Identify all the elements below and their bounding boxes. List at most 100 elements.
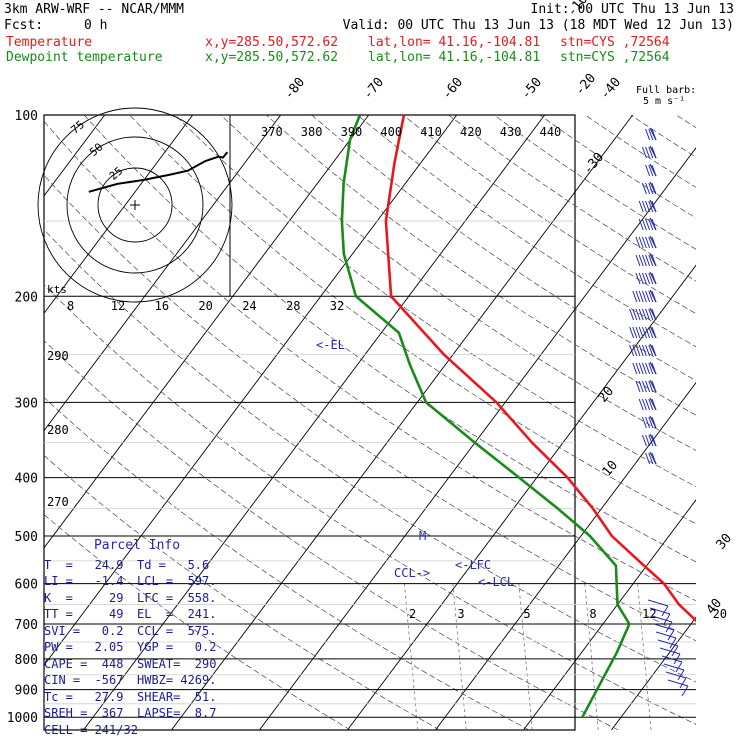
lfc-marker: <-LFC: [455, 558, 491, 572]
wind-barb-flag: [648, 416, 654, 429]
isotherm: [83, 115, 546, 730]
isotherm: [44, 115, 370, 549]
theta-label: 380: [301, 125, 323, 139]
wind-barb-flag: [645, 452, 651, 465]
wind-barb-flag: [632, 344, 638, 357]
wind-barb-flag: [635, 362, 641, 375]
wind-barb-flag: [641, 200, 647, 213]
wind-barb-flag: [651, 272, 657, 285]
hodograph-ring: [97, 167, 173, 243]
wind-barb-low: [657, 639, 679, 647]
wind-barb-low: [661, 655, 683, 663]
pressure-tick-label: 300: [15, 396, 38, 411]
wind-barb-flag: [638, 290, 644, 303]
wind-barb-flag: [641, 434, 647, 447]
hodograph-trace: [88, 151, 229, 193]
wind-barb-flag: [648, 182, 654, 195]
hodograph-speed-label: 24: [242, 299, 256, 313]
hodograph-units: kts: [47, 283, 67, 296]
wind-barb-flag: [651, 416, 657, 429]
mixing-ratio-line: [404, 583, 419, 730]
wind-barb-low: [653, 623, 675, 631]
wind-barb-flag: [641, 326, 647, 339]
model-title: 3km ARW-WRF -- NCAR/MMM: [4, 2, 185, 17]
hodograph-center: [130, 200, 140, 210]
parcel-value-right: [138, 722, 230, 739]
valid-time: Valid: 00 UTC Thu 13 Jun 13 (18 MDT Wed …: [342, 18, 734, 33]
parcel-value-left: TT = 49: [44, 607, 124, 621]
pressure-tick-label: 700: [15, 618, 38, 633]
dry-adiabats: [44, 115, 740, 730]
temp-station: stn=CYS ,72564: [560, 35, 670, 50]
isotherm: [171, 115, 634, 730]
dry-adiabat: [44, 454, 441, 730]
mixing-ratio-line: [637, 583, 652, 730]
wind-barb-flag: [645, 164, 651, 177]
parcel-value-left: K = 29: [44, 590, 124, 605]
mixing-ratio-lines: [404, 583, 652, 730]
wind-barb-flag: [629, 326, 635, 339]
theta-label: 440: [540, 125, 562, 139]
fcst-value: 0 h: [84, 18, 108, 33]
wind-barb-flag: [648, 254, 654, 267]
parcel-row: T = 24.9 Td = 5.6: [44, 557, 230, 574]
parcel-row: CELL = 241/32: [44, 722, 230, 739]
isotherm: [699, 115, 740, 730]
wind-barb-flag: [645, 380, 651, 393]
pressure-tick-label: 200: [15, 290, 38, 305]
barb-legend-title: Full barb:: [636, 85, 696, 96]
wind-barb-flag: [645, 146, 651, 159]
wind-barb-flag: [629, 308, 635, 321]
wind-barb-flag: [648, 362, 654, 375]
mixing-ratio-line: [584, 583, 599, 730]
wind-barb-low-flag: [677, 669, 685, 681]
wind-barb-flag: [629, 344, 635, 357]
dew-xy: x,y=285.50,572.62: [205, 50, 339, 65]
parcel-value-right: Td = 5.6: [137, 557, 210, 572]
wind-barb-low: [667, 679, 689, 687]
dry-adiabat: [722, 115, 740, 730]
wind-barb-flag: [638, 344, 644, 357]
wind-barb-flag: [641, 362, 647, 375]
temp-xy: x,y=285.50,572.62: [205, 35, 339, 50]
wind-barb-flag: [648, 326, 654, 339]
temperature-tick-label: -70: [361, 75, 388, 103]
wind-barb-flag: [635, 254, 641, 267]
parcel-value-right: CCL = 575.: [137, 623, 217, 638]
theta-label: 390: [341, 125, 363, 139]
parcel-value-right: SWEAT= 290: [137, 656, 217, 671]
wind-barb-flag: [641, 272, 647, 285]
hodograph-ring-label: 75: [68, 118, 87, 136]
wind-barb-flag: [651, 236, 657, 249]
isobars: [44, 114, 696, 718]
wind-barb-flag: [651, 308, 657, 321]
wind-barb-flag: [648, 308, 654, 321]
wind-barb-flag: [651, 254, 657, 267]
pressure-tick-label: 800: [15, 653, 38, 668]
wind-barb-flag: [645, 254, 651, 267]
dry-adiabat: [357, 115, 696, 348]
parcel-value-left: SVI = 0.2: [44, 623, 124, 638]
wind-barb-low: [651, 615, 673, 623]
melting-marker: M: [419, 529, 426, 543]
profile-temperature: [384, 115, 696, 623]
wind-barb-flag: [645, 434, 651, 447]
wind-barb-low-flag: [671, 645, 679, 657]
wind-barb-flag: [651, 326, 657, 339]
dry-adiabat: [448, 115, 696, 282]
wind-barb-flag: [635, 344, 641, 357]
isotherm: [611, 616, 696, 730]
wind-barb-flag: [651, 164, 657, 177]
wind-barb-low: [649, 607, 671, 615]
wind-barb-low-flag: [673, 653, 681, 665]
level-markers: <-EL <-LFC <-LCL CCL-> M: [316, 338, 514, 589]
hodograph-ring-label: 25: [107, 164, 126, 182]
dry-adiabat: [44, 340, 619, 730]
wind-barb-flag: [641, 182, 647, 195]
wind-barb-flag: [641, 236, 647, 249]
temperature-tick-label: -60: [440, 75, 467, 103]
parcel-value-left: SREH = 367: [44, 706, 124, 720]
wind-barb-low-flag: [681, 685, 689, 697]
mixing-ratio-label: 3: [457, 607, 464, 621]
hodograph-speed-label: 28: [286, 299, 300, 313]
